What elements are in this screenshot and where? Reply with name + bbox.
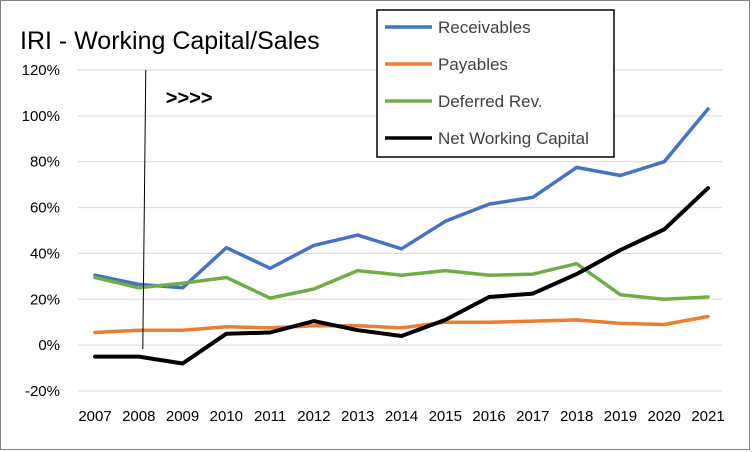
x-tick-label: 2008 <box>122 408 155 425</box>
x-tick-label: 2014 <box>385 408 418 425</box>
x-tick-label: 2010 <box>210 408 243 425</box>
x-tick-label: 2009 <box>166 408 199 425</box>
series-line-payables <box>93 314 710 335</box>
series-line-receivables <box>93 107 710 290</box>
y-tick-label: 80% <box>30 154 60 171</box>
series-line-deferred-rev <box>93 261 710 302</box>
x-tick-label: 2016 <box>472 408 505 425</box>
marker-line <box>142 69 147 350</box>
series-line-net-working-capital <box>93 186 710 366</box>
y-tick-label: 0% <box>38 337 60 354</box>
x-tick-label: 2013 <box>341 408 374 425</box>
chart-title: IRI - Working Capital/Sales <box>20 27 320 55</box>
x-tick-label: 2012 <box>297 408 330 425</box>
y-tick-label: 40% <box>30 245 60 262</box>
x-tick-label: 2019 <box>604 408 637 425</box>
legend-label: Net Working Capital <box>438 129 589 148</box>
legend-label: Receivables <box>438 18 531 37</box>
legend-box <box>376 9 615 158</box>
x-tick-label: 2007 <box>78 408 111 425</box>
x-tick-label: 2017 <box>516 408 549 425</box>
x-tick-label: 2018 <box>560 408 593 425</box>
legend-label: Payables <box>438 55 508 74</box>
x-tick-label: 2015 <box>429 408 462 425</box>
y-tick-label: 60% <box>30 200 60 217</box>
y-tick-label: -20% <box>25 383 60 400</box>
series-lines <box>93 107 710 366</box>
legend: Receivables Payables Deferred Rev. Net Work… <box>376 9 615 158</box>
y-tick-labels: -20% 0% 20% 40% 60% 80% 100% 120% <box>22 62 60 400</box>
x-tick-label: 2011 <box>254 408 286 425</box>
annotation-arrows: >>>> <box>166 88 213 110</box>
legend-label: Deferred Rev. <box>438 92 543 111</box>
y-tick-label: 120% <box>22 62 60 79</box>
y-tick-label: 20% <box>30 291 60 308</box>
y-tick-label: 100% <box>22 108 60 125</box>
x-tick-label: 2021 <box>691 408 724 425</box>
x-tick-labels: 2007 2008 2009 2010 2011 2012 2013 2014 2015 2016… <box>78 408 724 425</box>
x-tick-label: 2020 <box>648 408 681 425</box>
